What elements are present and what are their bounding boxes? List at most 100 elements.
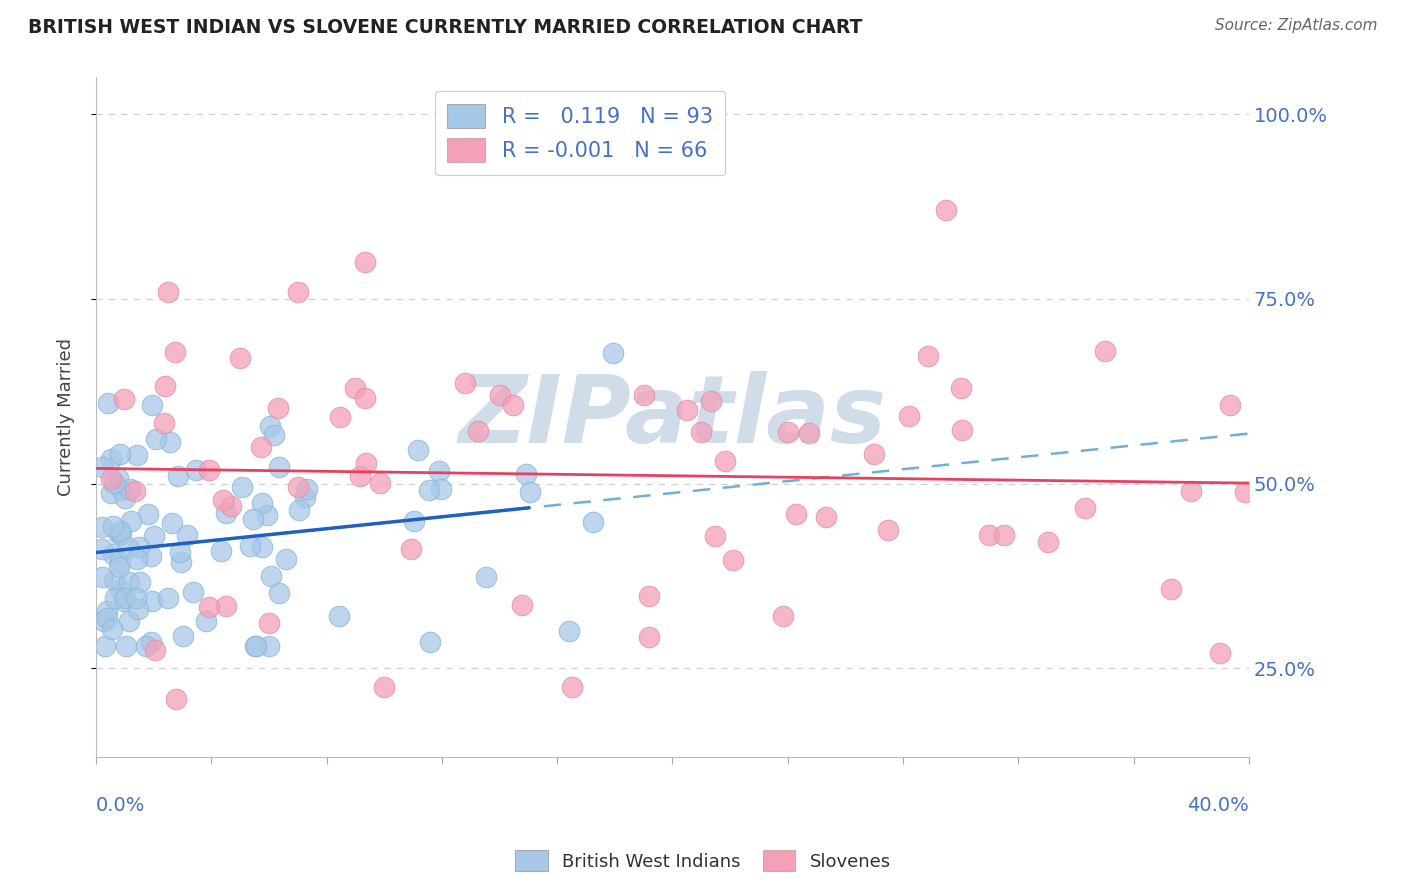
Point (163, 344, 186, 359)
Point (295, 483, 318, 497)
Point (328, 609, 350, 624)
Point (475, 570, 498, 584)
Point (249, 440, 271, 454)
Point (267, 586, 290, 600)
Point (243, 639, 266, 653)
Point (100, 485, 122, 500)
Point (120, 514, 142, 528)
Point (141, 398, 163, 412)
Point (269, 460, 291, 475)
Point (142, 528, 165, 542)
Point (638, 631, 661, 645)
Point (97, 395, 120, 409)
Point (1036, 535, 1059, 549)
Point (159, 434, 181, 449)
Point (100, 472, 122, 486)
Point (354, 456, 377, 470)
Point (785, 508, 807, 522)
Point (145, 432, 167, 446)
Point (93, 639, 115, 653)
Point (219, 499, 242, 513)
Point (502, 398, 524, 412)
Point (181, 585, 204, 599)
Point (117, 541, 139, 555)
Point (344, 380, 367, 394)
Point (815, 509, 838, 524)
Point (245, 639, 267, 653)
Point (101, 519, 124, 533)
Point (215, 599, 238, 613)
Point (558, 624, 581, 639)
Point (165, 691, 187, 706)
Point (935, 203, 957, 218)
Point (917, 349, 939, 363)
Point (114, 591, 136, 605)
Point (260, 569, 283, 583)
Point (797, 426, 820, 441)
Point (242, 511, 264, 525)
Point (120, 482, 142, 496)
Point (638, 589, 661, 603)
Point (419, 635, 441, 649)
Point (467, 424, 489, 438)
Point (114, 491, 136, 505)
Point (418, 483, 440, 497)
Point (169, 544, 191, 558)
Point (404, 514, 426, 528)
Point (90, 460, 112, 475)
Point (108, 559, 131, 574)
Point (141, 549, 163, 564)
Point (108, 555, 131, 569)
Point (128, 540, 150, 554)
Point (373, 680, 395, 694)
Point (118, 575, 141, 590)
Point (143, 643, 166, 657)
Point (349, 469, 371, 483)
Point (101, 547, 124, 561)
Point (115, 639, 138, 653)
Point (863, 447, 886, 461)
Point (772, 608, 794, 623)
Point (1074, 501, 1097, 516)
Point (90, 542, 112, 557)
Point (112, 593, 135, 607)
Point (141, 593, 163, 607)
Point (176, 527, 198, 541)
Point (250, 540, 273, 554)
Point (519, 484, 541, 499)
Point (267, 401, 290, 415)
Point (198, 600, 221, 615)
Point (294, 491, 316, 505)
Point (96, 611, 118, 625)
Point (212, 492, 235, 507)
Point (125, 591, 148, 605)
Point (124, 483, 146, 498)
Point (104, 591, 127, 606)
Point (510, 598, 533, 612)
Point (488, 388, 510, 402)
Point (231, 480, 253, 494)
Point (949, 380, 972, 394)
Point (172, 629, 194, 643)
Point (287, 480, 309, 494)
Point (157, 285, 180, 299)
Text: 0.0%: 0.0% (96, 796, 145, 814)
Point (602, 346, 624, 360)
Point (259, 616, 281, 631)
Point (1233, 485, 1256, 500)
Point (195, 614, 218, 628)
Point (633, 388, 655, 402)
Point (776, 425, 799, 439)
Point (427, 464, 450, 478)
Point (112, 392, 135, 406)
Point (515, 467, 537, 482)
Point (160, 516, 183, 530)
Point (110, 483, 132, 498)
Point (229, 351, 252, 365)
Point (329, 409, 352, 424)
Point (127, 601, 149, 615)
Point (184, 463, 207, 477)
Point (1094, 343, 1116, 358)
Point (700, 394, 723, 409)
Point (1160, 582, 1182, 596)
